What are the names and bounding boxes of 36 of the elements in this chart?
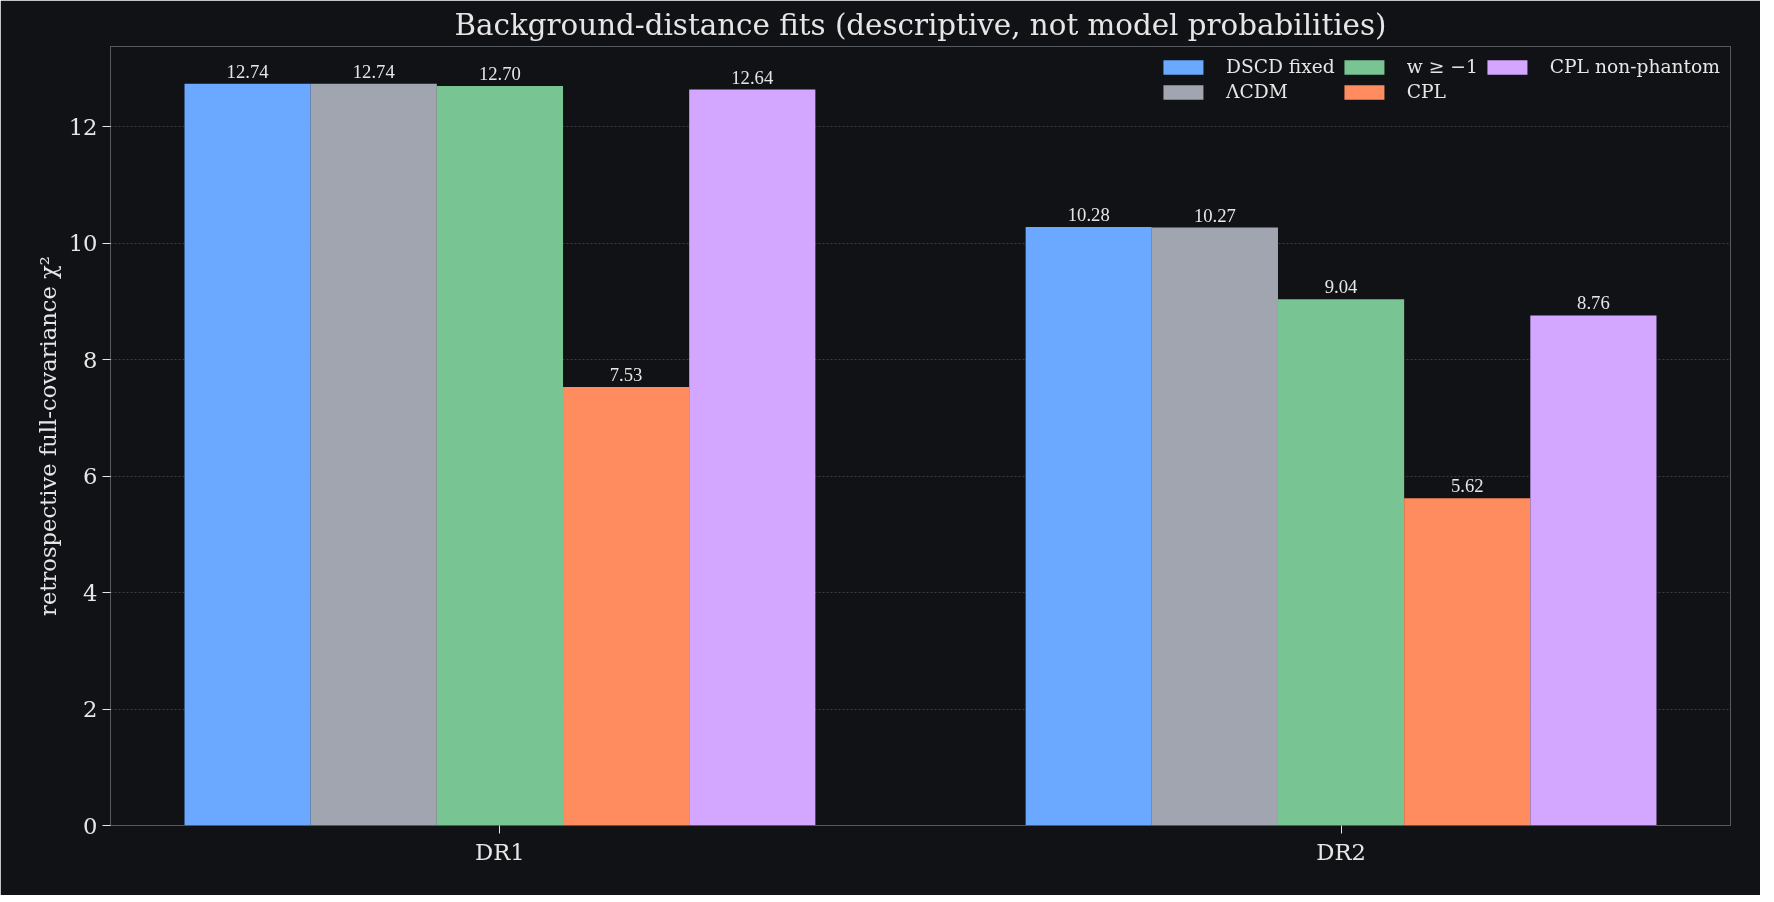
x-tick-label: DR1 [475, 838, 525, 865]
data-label: 12.64 [731, 66, 774, 88]
y-tick-label: 2 [83, 696, 98, 723]
bar [436, 86, 564, 826]
data-label: 9.04 [1324, 276, 1359, 298]
bar [1151, 227, 1278, 826]
legend-label: w ≥ −1 [1406, 56, 1478, 77]
data-label: 12.70 [478, 63, 521, 85]
data-label: 5.62 [1450, 475, 1484, 497]
y-tick-label: 12 [68, 113, 98, 140]
y-tick-label: 0 [83, 812, 98, 839]
data-label: 7.53 [609, 364, 643, 386]
legend-label: CPL [1406, 81, 1447, 102]
data-label: 10.28 [1067, 203, 1110, 225]
data-label: 12.74 [352, 60, 396, 82]
x-tick-label: DR2 [1316, 838, 1366, 865]
y-tick-label: 6 [83, 463, 98, 490]
bar [563, 387, 690, 826]
data-label: 10.27 [1193, 204, 1236, 226]
chart-title: Background-distance fits (descriptive, not model probabilities) [454, 7, 1387, 42]
bar [689, 89, 816, 826]
bar [1277, 299, 1405, 826]
y-axis-title: retrospective full-covariance χ² [34, 256, 61, 616]
data-label: 8.76 [1577, 292, 1610, 314]
y-tick-label: 10 [68, 230, 98, 257]
bar [184, 83, 311, 826]
bar [310, 83, 437, 826]
data-label: 12.74 [226, 60, 270, 82]
bar [1404, 498, 1531, 826]
bar [1025, 226, 1152, 826]
y-tick-label: 4 [83, 579, 98, 606]
legend-label: ΛCDM [1225, 81, 1288, 102]
bar [1530, 315, 1657, 826]
legend-label: DSCD fixed [1225, 56, 1335, 77]
legend-label: CPL non-phantom [1549, 56, 1720, 77]
y-tick-label: 8 [83, 346, 98, 373]
